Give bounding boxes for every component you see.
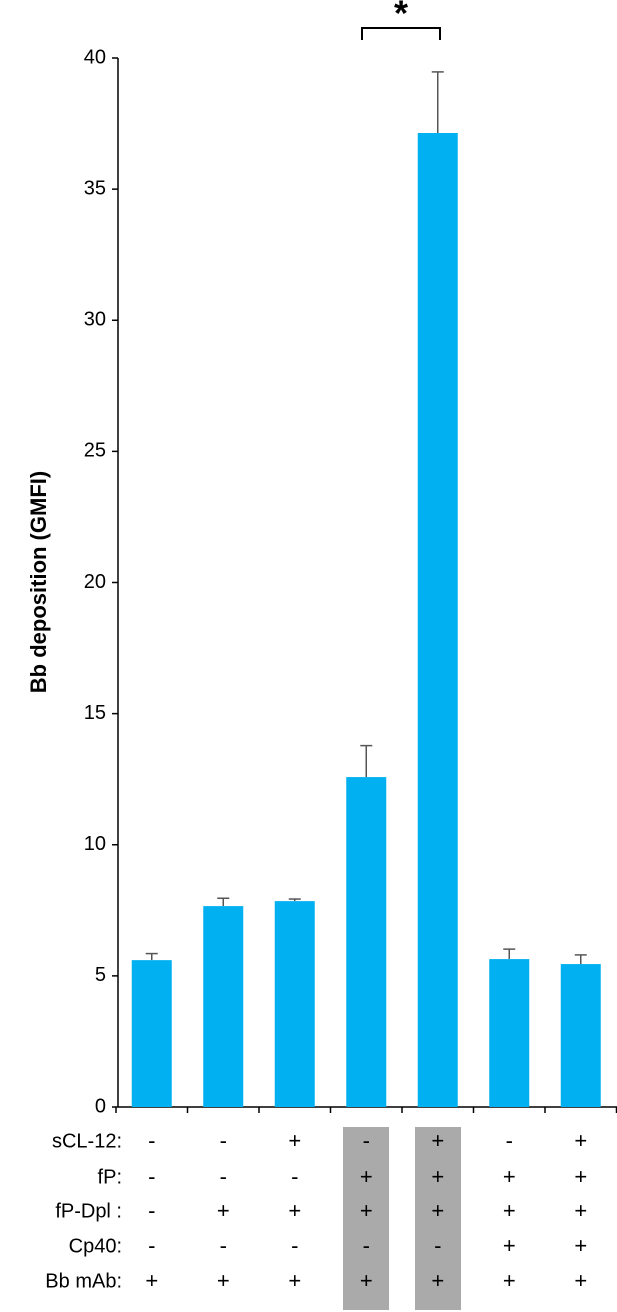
y-tick-label: 35 bbox=[84, 177, 106, 199]
table-cell: - bbox=[220, 1128, 227, 1153]
table-cell: + bbox=[145, 1268, 158, 1293]
table-cell: + bbox=[503, 1268, 516, 1293]
row-label: Bb mAb: bbox=[45, 1270, 122, 1292]
table-cell: + bbox=[360, 1268, 373, 1293]
table-cell: - bbox=[363, 1233, 370, 1258]
y-tick-label: 30 bbox=[84, 309, 106, 331]
y-axis-label: Bb deposition (GMFI) bbox=[26, 471, 51, 693]
bar bbox=[560, 964, 601, 1107]
table-cell: - bbox=[148, 1164, 155, 1189]
row-label: fP-Dpl : bbox=[55, 1200, 122, 1222]
table-cell: - bbox=[291, 1164, 298, 1189]
y-tick-label: 15 bbox=[84, 702, 106, 724]
table-cell: - bbox=[148, 1128, 155, 1153]
highlight bbox=[415, 1127, 461, 1310]
table-cell: + bbox=[574, 1233, 587, 1258]
table-cell: - bbox=[148, 1198, 155, 1223]
table-cell: - bbox=[220, 1233, 227, 1258]
table-cell: + bbox=[288, 1268, 301, 1293]
y-tick-label: 10 bbox=[84, 833, 106, 855]
table-cell: - bbox=[291, 1233, 298, 1258]
row-label: sCL-12: bbox=[52, 1130, 122, 1152]
table-cell: + bbox=[431, 1164, 444, 1189]
table-cell: - bbox=[220, 1164, 227, 1189]
table-cell: + bbox=[288, 1198, 301, 1223]
bar bbox=[131, 960, 172, 1107]
bar bbox=[274, 901, 315, 1107]
table-cell: + bbox=[431, 1128, 444, 1153]
bar bbox=[203, 906, 244, 1107]
table-cell: + bbox=[431, 1268, 444, 1293]
table-cell: + bbox=[217, 1268, 230, 1293]
bar bbox=[417, 133, 458, 1108]
row-label: fP: bbox=[98, 1166, 122, 1188]
table-cell: + bbox=[503, 1233, 516, 1258]
table-cell: + bbox=[574, 1128, 587, 1153]
table-cell: + bbox=[288, 1128, 301, 1153]
annotation: * bbox=[394, 0, 408, 34]
table-cell: + bbox=[360, 1198, 373, 1223]
y-tick-label: 0 bbox=[95, 1095, 106, 1117]
highlight bbox=[343, 1127, 389, 1310]
bar bbox=[489, 959, 530, 1107]
table-cell: + bbox=[431, 1198, 444, 1223]
table-cell: + bbox=[574, 1164, 587, 1189]
table-cell: + bbox=[503, 1164, 516, 1189]
table-cell: + bbox=[574, 1198, 587, 1223]
table-cell: - bbox=[506, 1128, 513, 1153]
y-tick-label: 20 bbox=[84, 571, 106, 593]
significance-bracket bbox=[361, 27, 441, 40]
y-tick-label: 40 bbox=[84, 46, 106, 68]
table-cell: - bbox=[148, 1233, 155, 1258]
y-tick-label: 25 bbox=[84, 440, 106, 462]
table-cell: + bbox=[360, 1164, 373, 1189]
table-cell: - bbox=[363, 1128, 370, 1153]
table-cell: + bbox=[217, 1198, 230, 1223]
table-cell: + bbox=[574, 1268, 587, 1293]
row-label: Cp40: bbox=[69, 1235, 122, 1257]
bar bbox=[346, 777, 387, 1107]
table-cell: - bbox=[434, 1233, 441, 1258]
y-tick-label: 5 bbox=[95, 964, 106, 986]
table-cell: + bbox=[503, 1198, 516, 1223]
